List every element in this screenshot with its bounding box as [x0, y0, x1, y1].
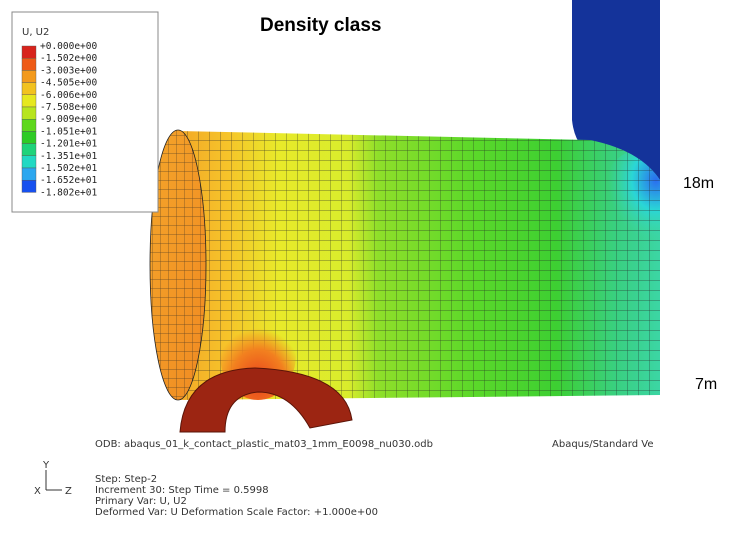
legend-label: -1.502e+01 — [40, 163, 97, 174]
solver-info: Abaqus/Standard Ve — [552, 439, 653, 450]
triad-label: X — [34, 486, 41, 497]
legend-swatch — [22, 180, 36, 192]
legend-label: -9.009e+00 — [40, 114, 97, 125]
legend-label: -1.051e+01 — [40, 126, 97, 137]
info-line: Deformed Var: U Deformation Scale Factor… — [95, 507, 378, 518]
legend-label: -1.201e+01 — [40, 139, 97, 150]
legend-label: -7.508e+00 — [40, 102, 97, 113]
legend-title: U, U2 — [22, 27, 49, 38]
scene: U, U2 +0.000e+00-1.502e+00-3.003e+00 -4.5… — [0, 0, 739, 534]
odb-info: ODB: abaqus_01_k_contact_plastic_mat03_1… — [95, 439, 433, 450]
legend-label: -4.505e+00 — [40, 78, 97, 89]
legend-label: -1.502e+00 — [40, 53, 97, 64]
info-line: Increment 30: Step Time = 0.5998 — [95, 485, 269, 496]
viewport: U, U2 +0.000e+00-1.502e+00-3.003e+00 -4.5… — [0, 0, 739, 534]
legend-swatch — [22, 119, 36, 131]
legend-swatch — [22, 168, 36, 180]
legend-swatch — [22, 83, 36, 95]
legend-label: -6.006e+00 — [40, 90, 97, 101]
title: Density class — [260, 15, 381, 36]
legend: +0.000e+00-1.502e+00-3.003e+00 -4.505e+00… — [22, 41, 97, 198]
legend-swatch — [22, 70, 36, 82]
axis-triad: Y Z X — [34, 460, 72, 497]
info-line: Primary Var: U, U2 — [95, 496, 187, 507]
legend-label: +0.000e+00 — [40, 41, 97, 52]
legend-label: -1.652e+01 — [40, 175, 97, 186]
legend-swatch — [22, 95, 36, 107]
legend-label: -3.003e+00 — [40, 65, 97, 76]
legend-swatch — [22, 58, 36, 70]
info-line: Step: Step-2 — [95, 474, 157, 485]
legend-swatch — [22, 107, 36, 119]
legend-swatch — [22, 46, 36, 58]
legend-swatch — [22, 144, 36, 156]
annotation: 7m — [695, 376, 717, 393]
annotation: 18m — [683, 175, 714, 192]
legend-label: -1.802e+01 — [40, 187, 97, 198]
legend-label: -1.351e+01 — [40, 151, 97, 162]
triad-label: Y — [42, 460, 50, 471]
triad-label: Z — [65, 486, 72, 497]
legend-swatch — [22, 156, 36, 168]
legend-swatch — [22, 131, 36, 143]
